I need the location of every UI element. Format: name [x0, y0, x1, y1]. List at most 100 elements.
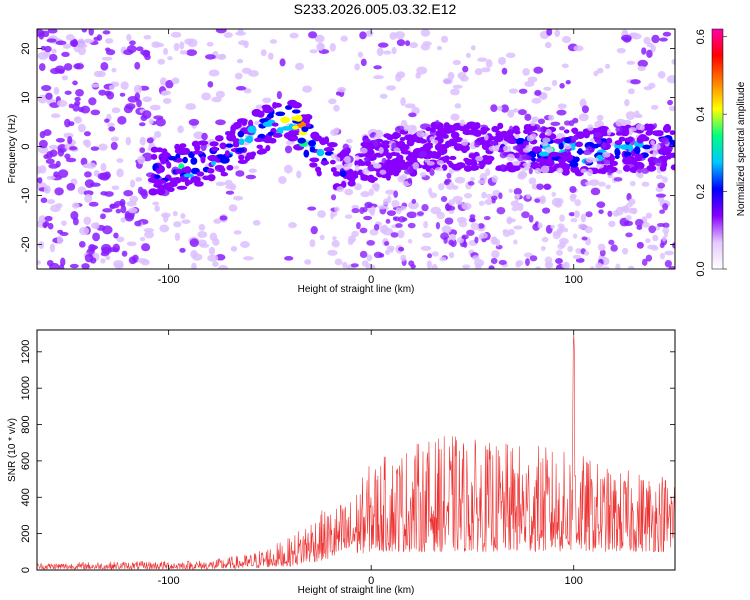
spectrogram-noise-blob [154, 42, 165, 48]
spectrogram-noise-blob [327, 249, 338, 256]
spectrogram-streak-blob [662, 203, 669, 211]
spectrogram-noise-blob [190, 250, 198, 259]
spectrogram-ridge-blob [319, 137, 328, 146]
spectrogram-noise-blob [37, 177, 43, 184]
spectrogram-ridge-blob [407, 136, 418, 143]
spectrogram-noise-blob [180, 213, 186, 220]
spectrogram-noise-blob [69, 263, 79, 269]
spectrogram-streak-blob [456, 237, 465, 244]
spectrogram-ridge-blob [453, 143, 463, 151]
spectrogram-noise-blob [40, 45, 46, 51]
spectrogram-noise-blob [544, 41, 552, 49]
spectrogram-ridge-blob [625, 155, 635, 163]
spectrogram-ridge-blob [531, 157, 537, 162]
spectrogram-streak-blob [543, 183, 551, 191]
spectrogram-streak-blob [625, 215, 632, 221]
spectrogram-ridge-blob [563, 129, 570, 134]
spectrogram-streak-blob [330, 194, 337, 201]
spectrogram-streak-blob [344, 214, 353, 219]
spectrogram-noise-blob [207, 81, 214, 88]
spectrogram-ridge-blob [254, 137, 264, 143]
spectrogram-streak-blob [483, 134, 489, 141]
spectrogram-noise-blob [37, 260, 41, 265]
spectrogram-ridge-blob [367, 174, 375, 183]
spectrogram-streak-blob [587, 124, 594, 131]
spectrogram-noise-blob [46, 175, 56, 180]
spectrogram-noise-blob [70, 211, 79, 220]
spectrogram-ridge-blob [192, 150, 204, 155]
spectrogram-ridge-blob [291, 109, 301, 114]
spectrogram-noise-blob [657, 70, 666, 79]
spectrogram-ridge-blob [190, 175, 201, 184]
spectrogram-ridge-blob [561, 165, 568, 174]
spectrogram-streak-blob [483, 215, 491, 221]
spectrogram-noise-blob [408, 112, 417, 118]
spectrogram-noise-blob [44, 45, 52, 53]
spectrogram-ridge-blob [443, 122, 450, 128]
spectrogram-noise-blob [448, 251, 455, 259]
spectrogram-streak-blob [540, 141, 549, 147]
spectrogram-ridge-blob [388, 166, 397, 174]
spectrogram-noise-blob [83, 131, 91, 137]
spectrogram-ridge-blob [215, 135, 224, 142]
colorbar-label: Normalized spectral amplitude [736, 81, 747, 216]
spectrogram-streak-blob [368, 188, 375, 196]
spectrogram-noise-blob [637, 65, 646, 72]
spectrogram-noise-blob [442, 77, 453, 85]
spectrogram-ridge-blob [235, 147, 245, 153]
spectrogram-streak-blob [530, 120, 536, 127]
spectrogram-streak-blob [435, 221, 441, 230]
spectrogram-ridge-blob [262, 106, 272, 114]
spectrogram-noise-blob [627, 88, 635, 95]
spectrogram-ridge-blob [642, 144, 652, 150]
spectrogram-noise-blob [138, 122, 146, 127]
spectrogram-streak-blob [575, 248, 582, 254]
spectrogram-noise-blob [601, 266, 610, 269]
spectrogram-noise-blob [93, 222, 100, 230]
spectrogram-streak-blob [343, 163, 351, 171]
spectrogram-ridge-blob [668, 152, 675, 158]
spectrogram-streak-blob [345, 138, 353, 144]
spectrogram-noise-blob [134, 92, 141, 101]
spectrogram-streak-blob [537, 222, 543, 229]
spectrogram-ridge-blob [166, 161, 172, 169]
spectrogram-noise-blob [126, 33, 132, 42]
spectrogram-streak-blob [555, 197, 564, 205]
spectrogram-noise-blob [491, 250, 500, 259]
spectrogram-ridge-blob [339, 170, 347, 177]
spectrogram-noise-blob [153, 131, 162, 139]
spectrogram-streak-blob [517, 172, 526, 180]
spectrogram-streak-blob [385, 218, 391, 224]
spectrogram-ridge-blob [153, 183, 163, 188]
spectrogram-ridge-blob [330, 166, 337, 173]
spectrogram-streak-blob [662, 235, 667, 242]
spectrogram-streak-blob [642, 221, 650, 228]
spectrogram-noise-blob [139, 236, 146, 242]
spectrogram-noise-blob [137, 155, 146, 165]
spectrogram-noise-blob [181, 219, 191, 224]
spectrogram-noise-blob [284, 145, 293, 154]
spectrogram-noise-blob [208, 246, 216, 255]
spectrogram-streak-blob [444, 217, 454, 225]
spectrogram-noise-blob [376, 47, 384, 57]
spectrogram-streak-blob [581, 236, 588, 241]
spectrogram-noise-blob [531, 97, 542, 104]
spectrogram-streak-blob [488, 140, 497, 146]
spectrogram-ridge-blob [538, 151, 550, 157]
spectrogram-streak-blob [552, 230, 562, 237]
spectrogram-noise-blob [42, 222, 48, 229]
spectrogram-streak-blob [628, 128, 633, 136]
spectrogram-streak-blob [379, 169, 387, 175]
spectrogram-ridge-blob [346, 173, 356, 181]
spectrogram-noise-blob [74, 116, 83, 124]
spectrogram-streak-blob [645, 254, 653, 262]
spectrogram-noise-blob [93, 36, 101, 41]
spectrogram-ridge-blob [303, 149, 310, 158]
spectrogram-ridge-blob [669, 130, 675, 136]
spectrogram-noise-blob [128, 207, 138, 214]
spectrogram-noise-blob [55, 137, 65, 143]
spectrogram-streak-blob [381, 224, 388, 233]
spectrogram-ridge-blob [305, 123, 312, 128]
spectrogram-ridge-blob [265, 145, 271, 152]
spectrogram-streak-blob [490, 195, 498, 201]
